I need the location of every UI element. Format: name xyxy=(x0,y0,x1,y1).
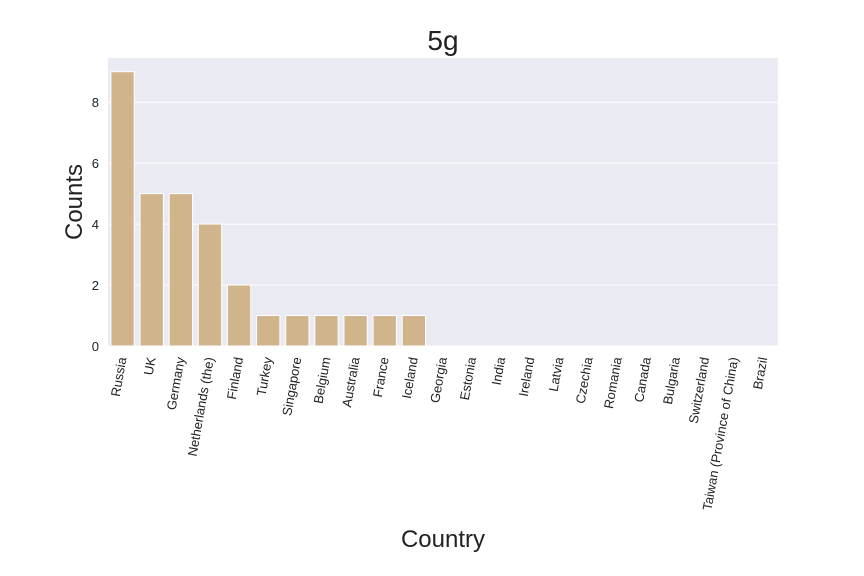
x-tick-label: Latvia xyxy=(546,355,567,393)
x-tick-label: Finland xyxy=(224,356,246,401)
bar xyxy=(285,315,310,347)
y-tick-label: 6 xyxy=(92,156,99,171)
x-tick-label: Iceland xyxy=(399,356,421,400)
x-tick-label: Bulgaria xyxy=(660,355,683,405)
bar xyxy=(110,71,135,347)
x-tick-label: France xyxy=(370,356,392,398)
x-tick-label: Singapore xyxy=(279,356,304,417)
x-tick-label: Germany xyxy=(164,355,188,411)
x-tick-label: Russia xyxy=(108,355,130,397)
x-tick-label: Estonia xyxy=(457,355,479,401)
bar xyxy=(314,315,339,347)
bar xyxy=(168,193,193,347)
y-axis-label: Counts xyxy=(61,164,88,240)
x-tick-label: Australia xyxy=(339,355,363,408)
x-tick-label: Canada xyxy=(631,355,654,403)
x-tick-label: Brazil xyxy=(750,356,770,391)
bar xyxy=(372,315,397,347)
bar xyxy=(197,223,223,347)
y-tick-label: 8 xyxy=(92,95,99,110)
bar xyxy=(256,315,281,347)
x-tick-label: Czechia xyxy=(573,355,596,405)
bar xyxy=(226,284,252,347)
x-tick-label: Georgia xyxy=(427,355,450,404)
x-tick-label: Turkey xyxy=(254,355,276,397)
x-tick-label: Belgium xyxy=(311,356,334,405)
y-tick-label: 4 xyxy=(92,217,99,232)
x-tick-label: Ireland xyxy=(516,356,538,398)
bar xyxy=(401,315,427,347)
bar xyxy=(139,193,164,347)
x-tick-label: Romania xyxy=(601,355,625,410)
y-tick-labels: 0 2 4 6 8 xyxy=(92,95,99,354)
x-tick-label: India xyxy=(489,355,509,386)
x-tick-label: Netherlands (the) xyxy=(185,356,217,458)
bars xyxy=(110,71,427,347)
bar xyxy=(343,315,368,347)
x-tick-label: UK xyxy=(141,356,159,377)
y-tick-label: 2 xyxy=(92,278,99,293)
x-tick-label: Switzerland xyxy=(686,356,712,425)
x-axis-label: Country xyxy=(401,526,485,553)
chart-title: 5g xyxy=(427,25,458,56)
y-tick-label: 0 xyxy=(92,339,99,354)
